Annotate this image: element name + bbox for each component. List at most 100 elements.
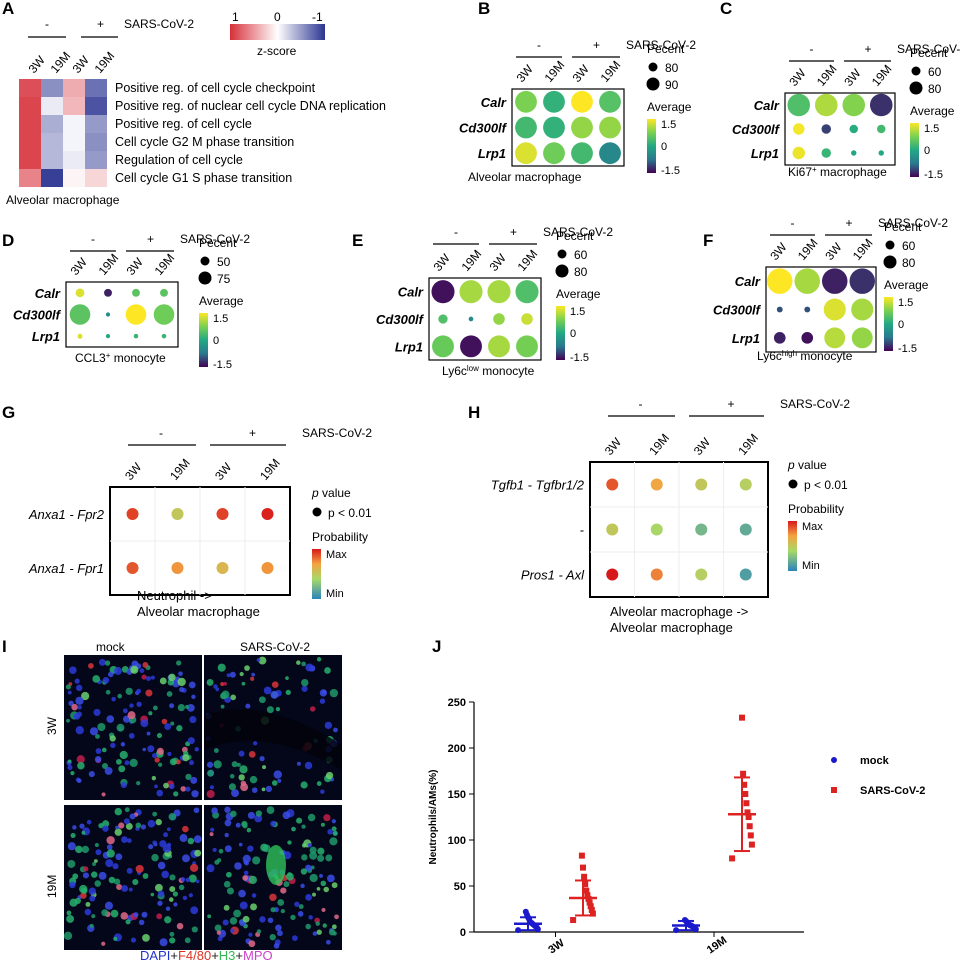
data-point-sars	[583, 887, 590, 894]
nucleus-blob	[319, 689, 328, 697]
nucleus-blob	[154, 883, 163, 892]
nucleus-blob	[331, 882, 338, 889]
nucleus-blob	[135, 864, 144, 873]
expression-dot	[488, 335, 510, 358]
age-label: 3W	[786, 66, 809, 89]
expression-dot	[543, 142, 565, 165]
zscore-tick-3: -1	[312, 10, 323, 24]
nucleus-blob	[94, 842, 99, 848]
nucleus-blob	[224, 819, 232, 827]
probability-dot	[739, 568, 752, 581]
nucleus-blob	[331, 819, 336, 824]
legend-marker-mock	[831, 757, 837, 763]
pecent-value: 90	[665, 78, 679, 92]
age-label: 3W	[841, 66, 864, 89]
nucleus-blob	[164, 723, 172, 730]
panel-a-sars: SARS-CoV-2	[124, 17, 194, 31]
nucleus-blob	[108, 876, 116, 884]
nucleus-blob	[82, 872, 90, 879]
nucleus-blob	[118, 822, 125, 829]
nucleus-blob	[292, 935, 298, 941]
age-label: 3W	[514, 62, 537, 85]
sars-label: SARS-CoV-2	[897, 42, 960, 56]
probability-dot	[606, 478, 619, 491]
nucleus-blob	[231, 789, 239, 798]
group-minus: -	[91, 232, 95, 246]
nucleus-blob	[212, 847, 217, 853]
group-minus: -	[454, 225, 458, 239]
nucleus-blob	[120, 912, 129, 920]
nucleus-blob	[156, 733, 162, 739]
expression-dot	[571, 90, 593, 113]
data-point-sars	[587, 903, 594, 910]
panel-i-col-sars: SARS-CoV-2	[240, 640, 310, 654]
average-tick: 0	[661, 141, 667, 153]
nucleus-blob	[126, 867, 133, 874]
nucleus-blob	[190, 863, 199, 873]
nucleus-blob	[334, 914, 339, 920]
expression-dot	[814, 93, 838, 117]
panel-h-letter: H	[468, 403, 480, 422]
average-tick: 1.5	[213, 313, 228, 325]
nucleus-blob	[180, 786, 187, 792]
nucleus-blob	[191, 926, 198, 933]
age-label: 19M	[257, 456, 283, 483]
nucleus-blob	[301, 824, 306, 829]
nucleus-blob	[152, 811, 158, 817]
expression-dot	[431, 280, 455, 304]
nucleus-blob	[238, 842, 243, 847]
nucleus-blob	[297, 911, 304, 917]
nucleus-blob	[119, 750, 128, 760]
expression-dot	[515, 142, 537, 165]
nucleus-blob	[270, 907, 276, 913]
nucleus-blob	[216, 930, 221, 935]
expression-dot	[161, 333, 167, 339]
nucleus-blob	[258, 656, 267, 665]
nucleus-blob	[182, 825, 189, 833]
pair-label: Tgfb1 - Tgfbr1/2	[491, 478, 585, 493]
heatmap-cell	[85, 115, 107, 133]
probability-dot	[216, 508, 229, 520]
nucleus-blob	[325, 771, 334, 780]
average-colorbar	[910, 123, 919, 177]
nucleus-blob	[173, 902, 178, 907]
nucleus-blob	[285, 689, 291, 696]
expression-dot	[767, 268, 793, 294]
expression-dot	[877, 124, 886, 134]
nucleus-blob	[239, 765, 248, 774]
age-label: 19M	[598, 58, 624, 85]
expression-dot	[543, 116, 565, 139]
nucleus-blob	[182, 854, 190, 863]
pair-label: Anxa1 - Fpr1	[28, 561, 104, 576]
nucleus-blob	[79, 823, 85, 829]
nucleus-blob	[105, 859, 114, 868]
nucleus-blob	[72, 825, 77, 830]
nucleus-blob	[224, 845, 232, 853]
group-plus: +	[147, 232, 154, 246]
panel-i-row-3w: 3W	[45, 716, 59, 735]
nucleus-blob	[115, 853, 123, 861]
nucleus-blob	[187, 737, 195, 745]
expression-dot	[821, 148, 831, 158]
nucleus-blob	[250, 903, 258, 911]
nucleus-blob	[325, 854, 333, 862]
y-tick-label: 50	[454, 881, 466, 893]
probability-dot	[650, 523, 663, 536]
average-tick: 1.5	[570, 306, 585, 318]
average-tick: 1.5	[898, 297, 913, 309]
expression-dot	[160, 288, 168, 297]
nucleus-blob	[65, 684, 71, 690]
age-label: 19M	[814, 62, 840, 89]
nucleus-blob	[116, 883, 123, 891]
group-plus: +	[593, 38, 600, 52]
nucleus-blob	[242, 875, 248, 881]
heatmap-cell	[41, 169, 63, 187]
probability-dot	[695, 568, 708, 581]
nucleus-blob	[125, 822, 133, 830]
nucleus-blob	[247, 845, 254, 852]
nucleus-blob	[110, 742, 116, 749]
nucleus-blob	[190, 776, 198, 784]
group-minus: -	[537, 38, 541, 52]
average-colorbar	[199, 313, 208, 367]
nucleus-blob	[152, 840, 157, 846]
